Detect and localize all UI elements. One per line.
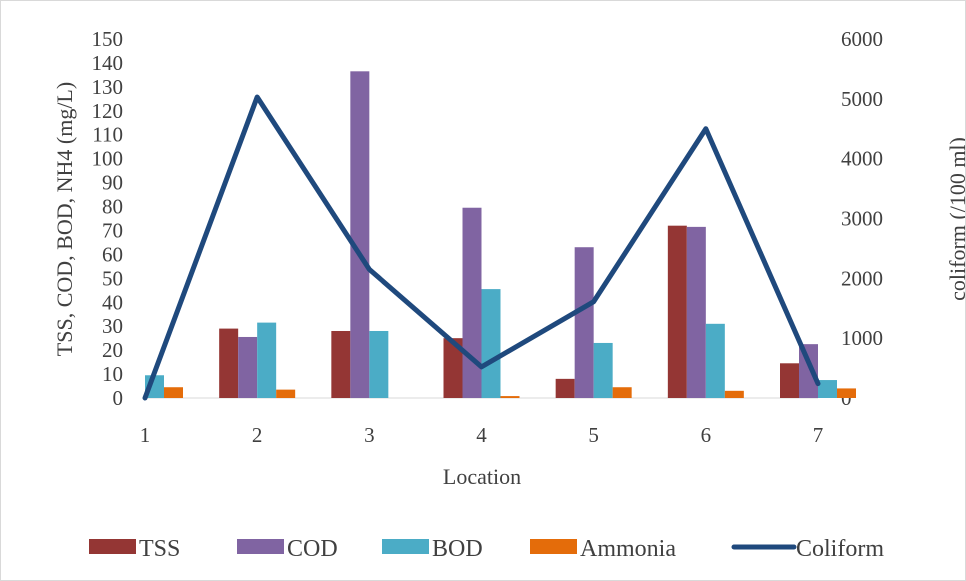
bar-cod-4	[462, 207, 482, 398]
legend-swatch-ammonia	[530, 539, 577, 554]
bar-bod-4	[481, 289, 501, 398]
left-tick-label: 120	[92, 99, 124, 123]
bar-ammonia-7	[837, 388, 856, 398]
legend-label-ammonia: Ammonia	[580, 536, 676, 562]
bar-bod-2	[257, 322, 277, 398]
right-tick-label: 3000	[841, 207, 883, 231]
bar-series	[145, 71, 856, 398]
bar-tss-7	[780, 363, 799, 398]
x-tick-label: 1	[140, 423, 151, 447]
left-tick-label: 140	[92, 51, 124, 75]
bar-ammonia-6	[724, 390, 744, 398]
x-axis-title: Location	[443, 464, 521, 489]
left-tick-label: 80	[102, 195, 123, 219]
left-tick-label: 30	[102, 314, 123, 338]
legend-label-coliform: Coliform	[796, 536, 884, 562]
legend-label-tss: TSS	[139, 536, 180, 562]
bar-bod-5	[593, 342, 613, 398]
right-tick-label: 1000	[841, 326, 883, 350]
bar-cod-6	[686, 226, 706, 398]
legend-swatch-bod	[382, 539, 429, 554]
bar-tss-5	[555, 378, 575, 398]
x-tick-label: 3	[364, 423, 375, 447]
left-axis-title: TSS, COD, BOD, NH4 (mg/L)	[52, 82, 77, 356]
x-tick-label: 4	[476, 423, 487, 447]
bar-cod-2	[238, 336, 258, 398]
left-tick-label: 130	[92, 75, 124, 99]
x-tick-label: 2	[252, 423, 263, 447]
legend-swatch-cod	[237, 539, 284, 554]
right-tick-label: 4000	[841, 147, 883, 171]
x-tick-label: 7	[813, 423, 824, 447]
right-tick-label: 2000	[841, 266, 883, 290]
bar-bod-7	[818, 380, 837, 398]
line-series	[142, 94, 821, 401]
right-tick-label: 5000	[841, 87, 883, 111]
bar-ammonia-2	[276, 389, 296, 398]
right-tick-label: 6000	[841, 27, 883, 51]
left-tick-label: 100	[92, 147, 124, 171]
left-tick-label: 90	[102, 171, 123, 195]
x-tick-label: 5	[588, 423, 599, 447]
line-coliform	[142, 94, 821, 401]
bar-bod-3	[369, 330, 389, 398]
left-tick-label: 20	[102, 338, 123, 362]
bar-tss-3	[331, 330, 351, 398]
bar-cod-7	[799, 344, 818, 398]
legend-label-cod: COD	[287, 536, 338, 562]
left-tick-label: 50	[102, 266, 123, 290]
legend-swatch-tss	[89, 539, 136, 554]
bar-cod-3	[350, 71, 370, 398]
x-tick-label: 6	[701, 423, 712, 447]
x-axis-ticks: 1 2 3 4 5 6 7	[140, 423, 824, 447]
bar-ammonia-4	[500, 396, 520, 398]
left-tick-label: 0	[113, 386, 124, 410]
bar-cod-5	[574, 247, 594, 398]
left-tick-label: 70	[102, 218, 123, 242]
bar-ammonia-1	[164, 387, 183, 398]
bar-bod-6	[705, 323, 725, 398]
bar-tss-2	[219, 328, 239, 398]
left-tick-label: 110	[92, 123, 123, 147]
bar-tss-4	[443, 338, 463, 398]
left-tick-label: 10	[102, 362, 123, 386]
right-axis-title: coliform (/100 ml)	[945, 137, 966, 301]
legend: TSS COD BOD Ammonia Coliform	[89, 536, 884, 562]
bar-ammonia-5	[612, 387, 632, 398]
left-tick-label: 60	[102, 242, 123, 266]
bar-tss-6	[667, 225, 687, 398]
left-tick-label: 150	[92, 27, 124, 51]
legend-label-bod: BOD	[432, 536, 483, 562]
left-tick-label: 40	[102, 290, 123, 314]
